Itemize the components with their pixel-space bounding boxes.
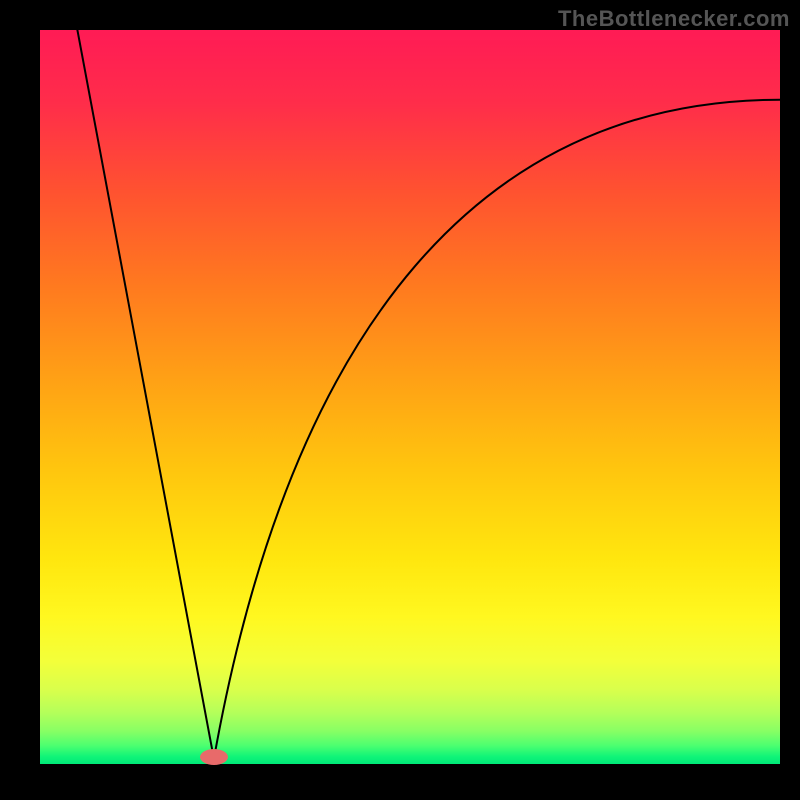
plot-background bbox=[40, 30, 780, 764]
chart-svg bbox=[0, 0, 800, 800]
optimum-marker bbox=[194, 745, 234, 769]
watermark-text: TheBottlenecker.com bbox=[558, 6, 790, 32]
frame-bottom bbox=[0, 764, 800, 800]
chart-stage: TheBottlenecker.com bbox=[0, 0, 800, 800]
frame-right bbox=[780, 0, 800, 800]
frame-left bbox=[0, 0, 40, 800]
